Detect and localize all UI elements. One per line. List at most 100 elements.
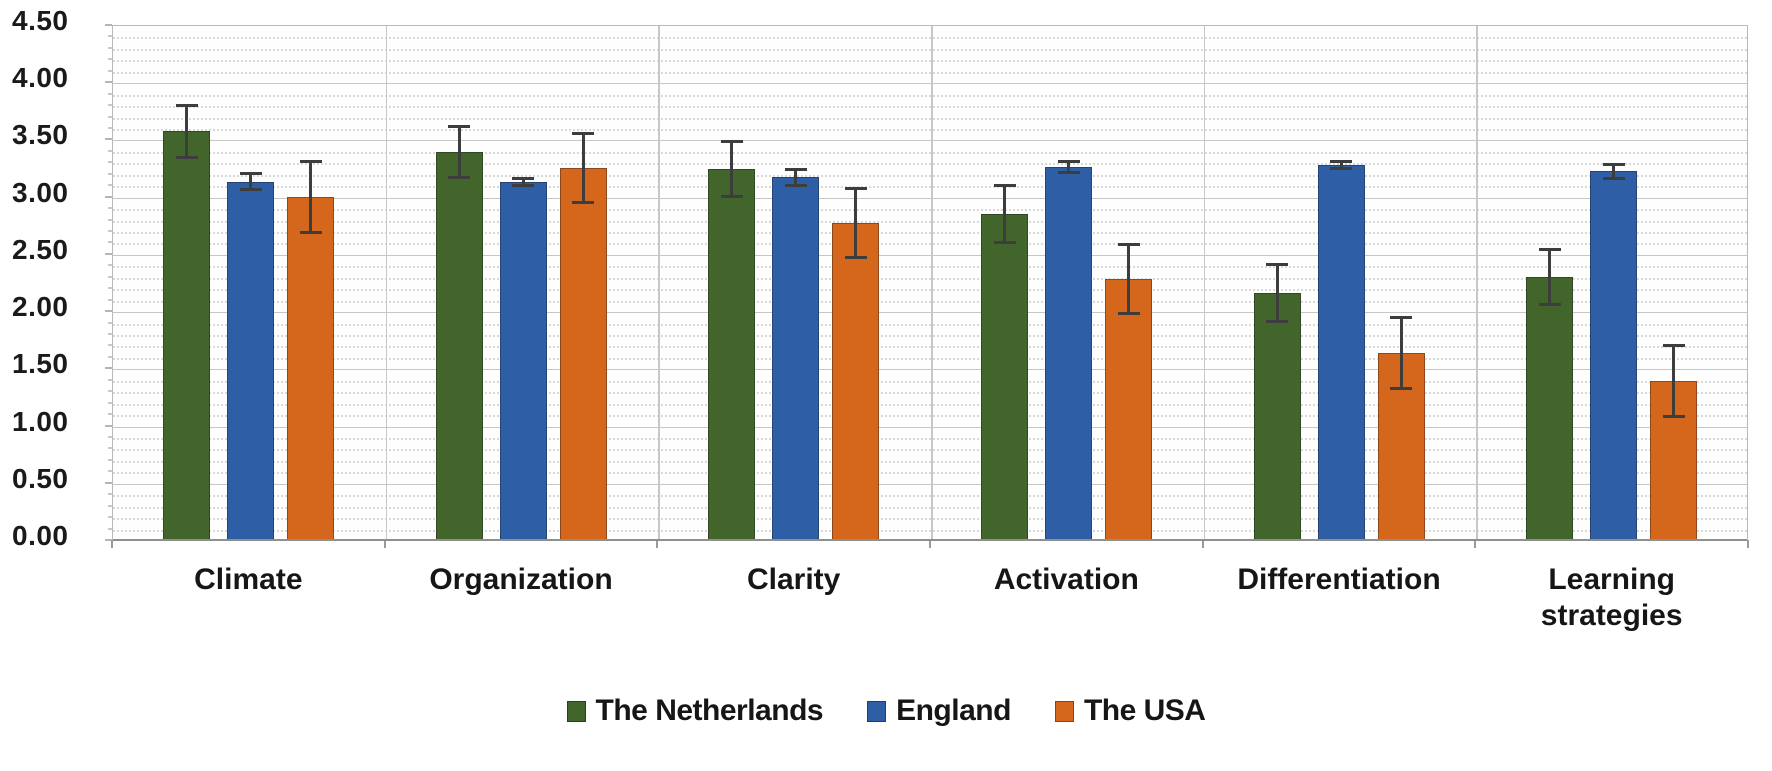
bar-england-5	[1590, 171, 1638, 540]
error-bar-cap	[720, 195, 743, 199]
y-axis-tick	[105, 481, 112, 484]
bar-the-netherlands-2	[708, 169, 756, 540]
error-bar-cap	[1266, 262, 1289, 266]
gridline-minor	[113, 151, 1747, 154]
gridline-minor	[113, 220, 1747, 223]
error-bar-cap	[1602, 176, 1625, 180]
error-bar-cap	[448, 175, 471, 179]
error-bar-cap	[239, 172, 262, 176]
error-bar-cap	[993, 183, 1016, 187]
y-axis-minor-tick	[108, 230, 112, 232]
y-axis-tick-label: 3.50	[12, 119, 69, 151]
category-label-organization: Organization	[429, 563, 613, 596]
y-axis-minor-tick	[108, 504, 112, 507]
y-axis-tick	[105, 367, 112, 370]
gridline-minor	[113, 289, 1747, 292]
bar-england-1	[499, 181, 547, 540]
gridline-minor	[113, 106, 1747, 109]
y-axis-minor-tick	[108, 264, 112, 267]
y-axis-tick-label: 4.00	[12, 62, 69, 94]
category-separator-line	[1476, 26, 1478, 541]
y-axis-minor-tick	[108, 149, 112, 152]
error-bar-cap	[299, 159, 322, 163]
error-bar-cap	[1117, 243, 1140, 247]
y-axis-minor-tick	[108, 207, 112, 210]
error-bar	[730, 141, 734, 197]
x-axis-boundary-tick	[1747, 540, 1749, 548]
y-axis-minor-tick	[108, 527, 112, 530]
error-bar	[794, 169, 798, 186]
error-bar	[1127, 244, 1130, 314]
legend-item-the-netherlands: The Netherlands	[566, 694, 824, 728]
y-axis-tick	[105, 252, 112, 255]
gridline-minor	[113, 438, 1747, 440]
error-bar-cap	[175, 156, 198, 160]
gridline-minor	[113, 323, 1747, 326]
error-bar	[521, 178, 525, 186]
gridline-minor	[113, 277, 1747, 280]
gridline-minor	[113, 403, 1747, 406]
error-bar	[1672, 345, 1676, 417]
gridline-major	[113, 312, 1747, 314]
y-axis-tick	[105, 138, 112, 141]
error-bar-cap	[1330, 166, 1353, 170]
y-axis-minor-tick	[108, 355, 112, 358]
y-axis-minor-tick	[108, 104, 112, 107]
gridline-minor	[113, 243, 1747, 246]
y-axis-minor-tick	[108, 321, 112, 324]
error-bar	[1275, 264, 1279, 322]
y-axis-minor-tick	[108, 516, 112, 519]
gridline-minor	[113, 174, 1747, 177]
legend-item-england: England	[867, 694, 1011, 728]
gridline-minor	[113, 117, 1747, 120]
category-label-clarity: Clarity	[746, 563, 841, 596]
y-axis-tick-label: 1.50	[12, 348, 69, 380]
y-axis-minor-tick	[108, 493, 112, 496]
y-axis-minor-tick	[108, 58, 112, 61]
error-bar	[1548, 249, 1552, 305]
legend-label: The Netherlands	[595, 694, 824, 727]
gridline-minor	[113, 48, 1747, 51]
x-axis-boundary-tick	[929, 540, 931, 548]
error-bar-cap	[512, 176, 535, 180]
bar-the-usa-3	[1105, 279, 1152, 540]
gridline-minor	[113, 346, 1747, 349]
y-axis-minor-tick	[108, 401, 112, 404]
y-axis-minor-tick	[108, 161, 112, 164]
gridline-minor	[113, 495, 1747, 498]
error-bar	[1003, 185, 1006, 243]
gridline-minor	[113, 209, 1747, 212]
y-axis-minor-tick	[108, 390, 112, 393]
bar-the-netherlands-0	[163, 131, 210, 540]
error-bar	[581, 133, 585, 203]
category-label-activation: Activation	[993, 563, 1139, 596]
bar-england-2	[772, 177, 820, 540]
error-bar	[309, 161, 312, 233]
category-label-differentiation: Differentiation	[1237, 563, 1441, 596]
gridline-minor	[113, 37, 1747, 40]
gridline-minor	[113, 232, 1747, 234]
bar-the-usa-1	[559, 168, 607, 540]
y-axis-tick	[105, 310, 112, 313]
y-axis-tick-label: 2.00	[12, 291, 69, 323]
error-bar-cap	[1662, 414, 1685, 418]
y-axis-minor-tick	[108, 115, 112, 118]
gridline-minor	[113, 392, 1747, 395]
y-axis-minor-tick	[108, 287, 112, 290]
error-bar-cap	[512, 183, 535, 187]
error-bar-cap	[1602, 163, 1625, 167]
error-bar-cap	[572, 132, 595, 136]
legend: The Netherlands England The USA	[0, 694, 1772, 728]
gridline-minor	[113, 357, 1747, 360]
y-axis-minor-tick	[108, 218, 112, 221]
gridline-major	[113, 369, 1747, 371]
gridline-major	[113, 254, 1747, 256]
error-bar	[854, 188, 858, 258]
error-bar	[1339, 161, 1343, 169]
error-bar-cap	[239, 188, 262, 192]
y-axis-minor-tick	[108, 447, 112, 450]
gridline-minor	[113, 335, 1747, 337]
y-axis-minor-tick	[108, 298, 112, 301]
y-axis-tick	[105, 195, 112, 198]
